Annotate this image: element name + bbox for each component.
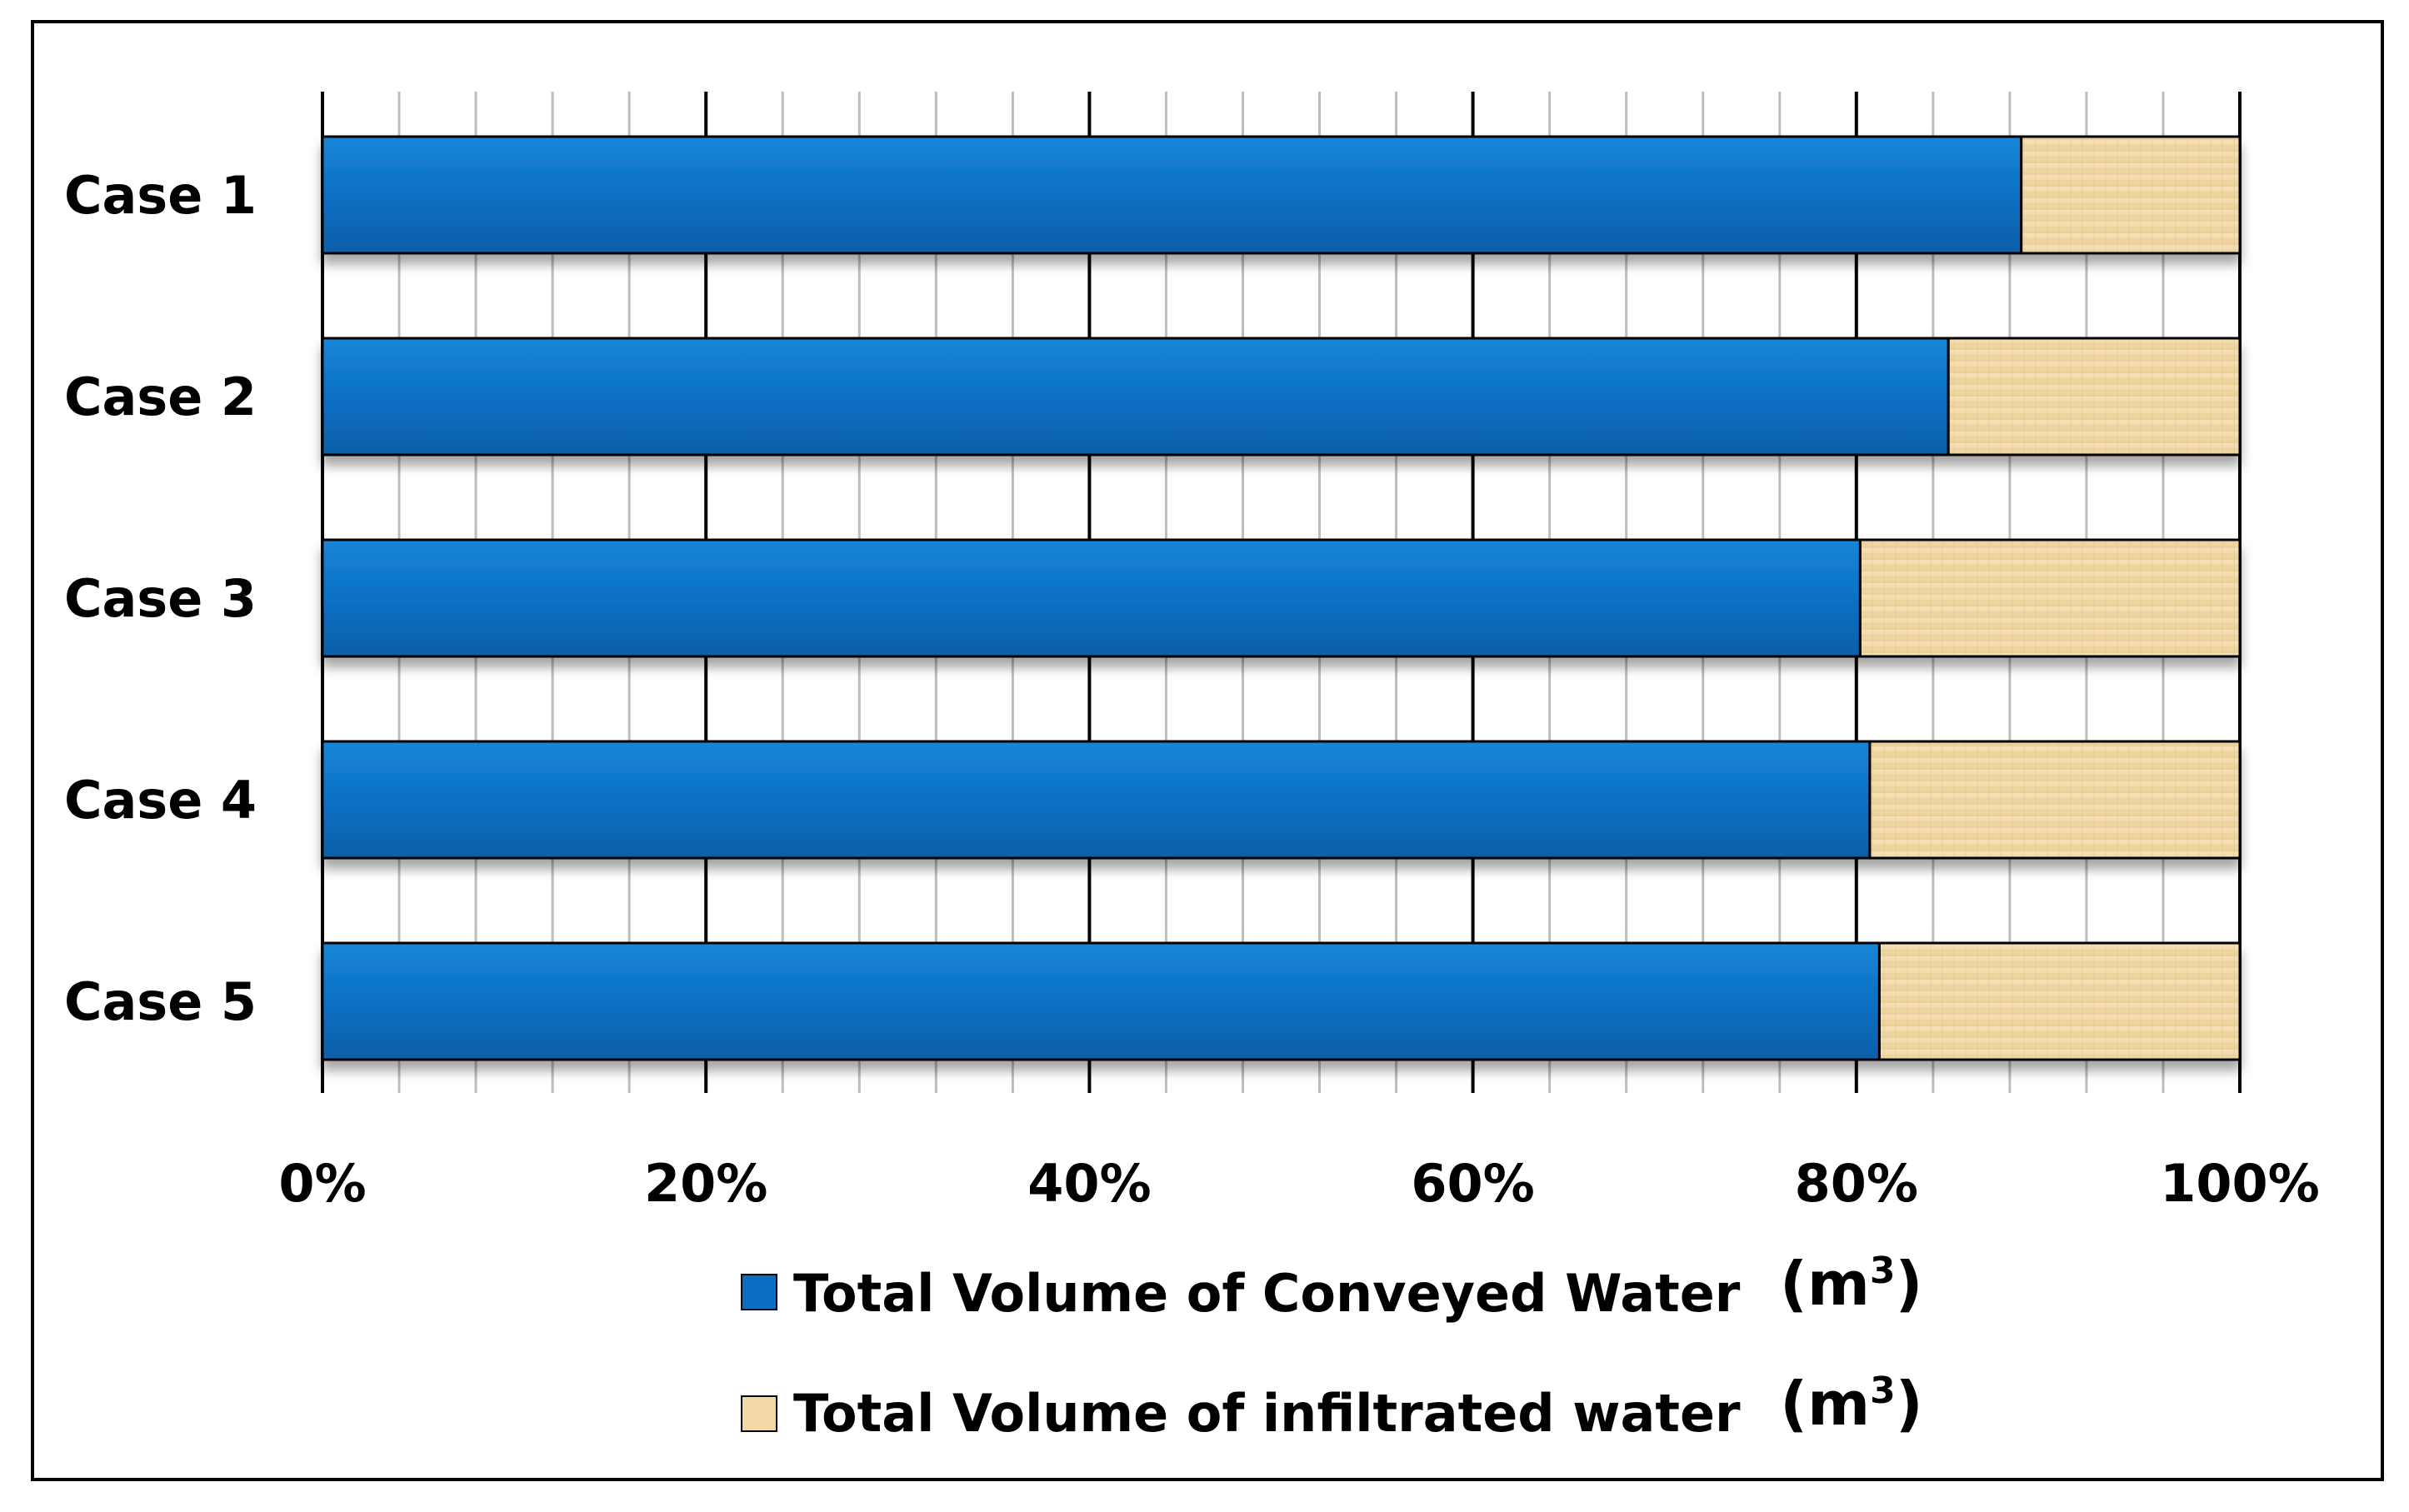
category-label: Case 1 — [64, 165, 257, 226]
x-tick-label: 0% — [278, 1153, 366, 1214]
bar-infiltrated — [2020, 135, 2242, 255]
bar-conveyed — [321, 941, 1881, 1061]
x-tick-labels: 0% 20% 40% 60% 80% 100% — [278, 1153, 2319, 1214]
bar-conveyed — [321, 740, 1872, 860]
x-tick-label: 80% — [1795, 1153, 1918, 1214]
x-tick-label: 100% — [2160, 1153, 2320, 1214]
bar-infiltrated — [1858, 538, 2242, 658]
category-label: Case 5 — [64, 971, 257, 1032]
category-label: Case 3 — [64, 568, 257, 629]
category-labels: Case 1 Case 2 Case 3 Case 4 Case 5 — [64, 165, 257, 1032]
bar-infiltrated — [1877, 941, 2242, 1061]
legend-label-conveyed: Total Volume of Conveyed Water (m3) — [793, 1249, 1922, 1324]
category-label: Case 2 — [64, 367, 257, 427]
bar-group — [321, 337, 2242, 457]
legend-swatch-conveyed — [741, 1274, 777, 1310]
bars — [321, 135, 2242, 1061]
bar-infiltrated — [1947, 337, 2242, 457]
bar-conveyed — [321, 135, 2023, 255]
bar-conveyed — [321, 538, 1862, 658]
x-tick-label: 60% — [1411, 1153, 1534, 1214]
bar-group — [321, 941, 2242, 1061]
category-label: Case 4 — [64, 770, 257, 831]
legend-swatch-infiltrated — [741, 1395, 777, 1432]
bar-conveyed — [321, 337, 1950, 457]
legend: Total Volume of Conveyed Water (m3) Tota… — [741, 1249, 1923, 1444]
bar-group — [321, 538, 2242, 658]
x-tick-label: 20% — [644, 1153, 767, 1214]
bar-infiltrated — [1868, 740, 2242, 860]
bar-group — [321, 740, 2242, 860]
bar-group — [321, 135, 2242, 255]
x-tick-label: 40% — [1027, 1153, 1151, 1214]
legend-label-infiltrated: Total Volume of infiltrated water (m3) — [793, 1369, 1923, 1444]
